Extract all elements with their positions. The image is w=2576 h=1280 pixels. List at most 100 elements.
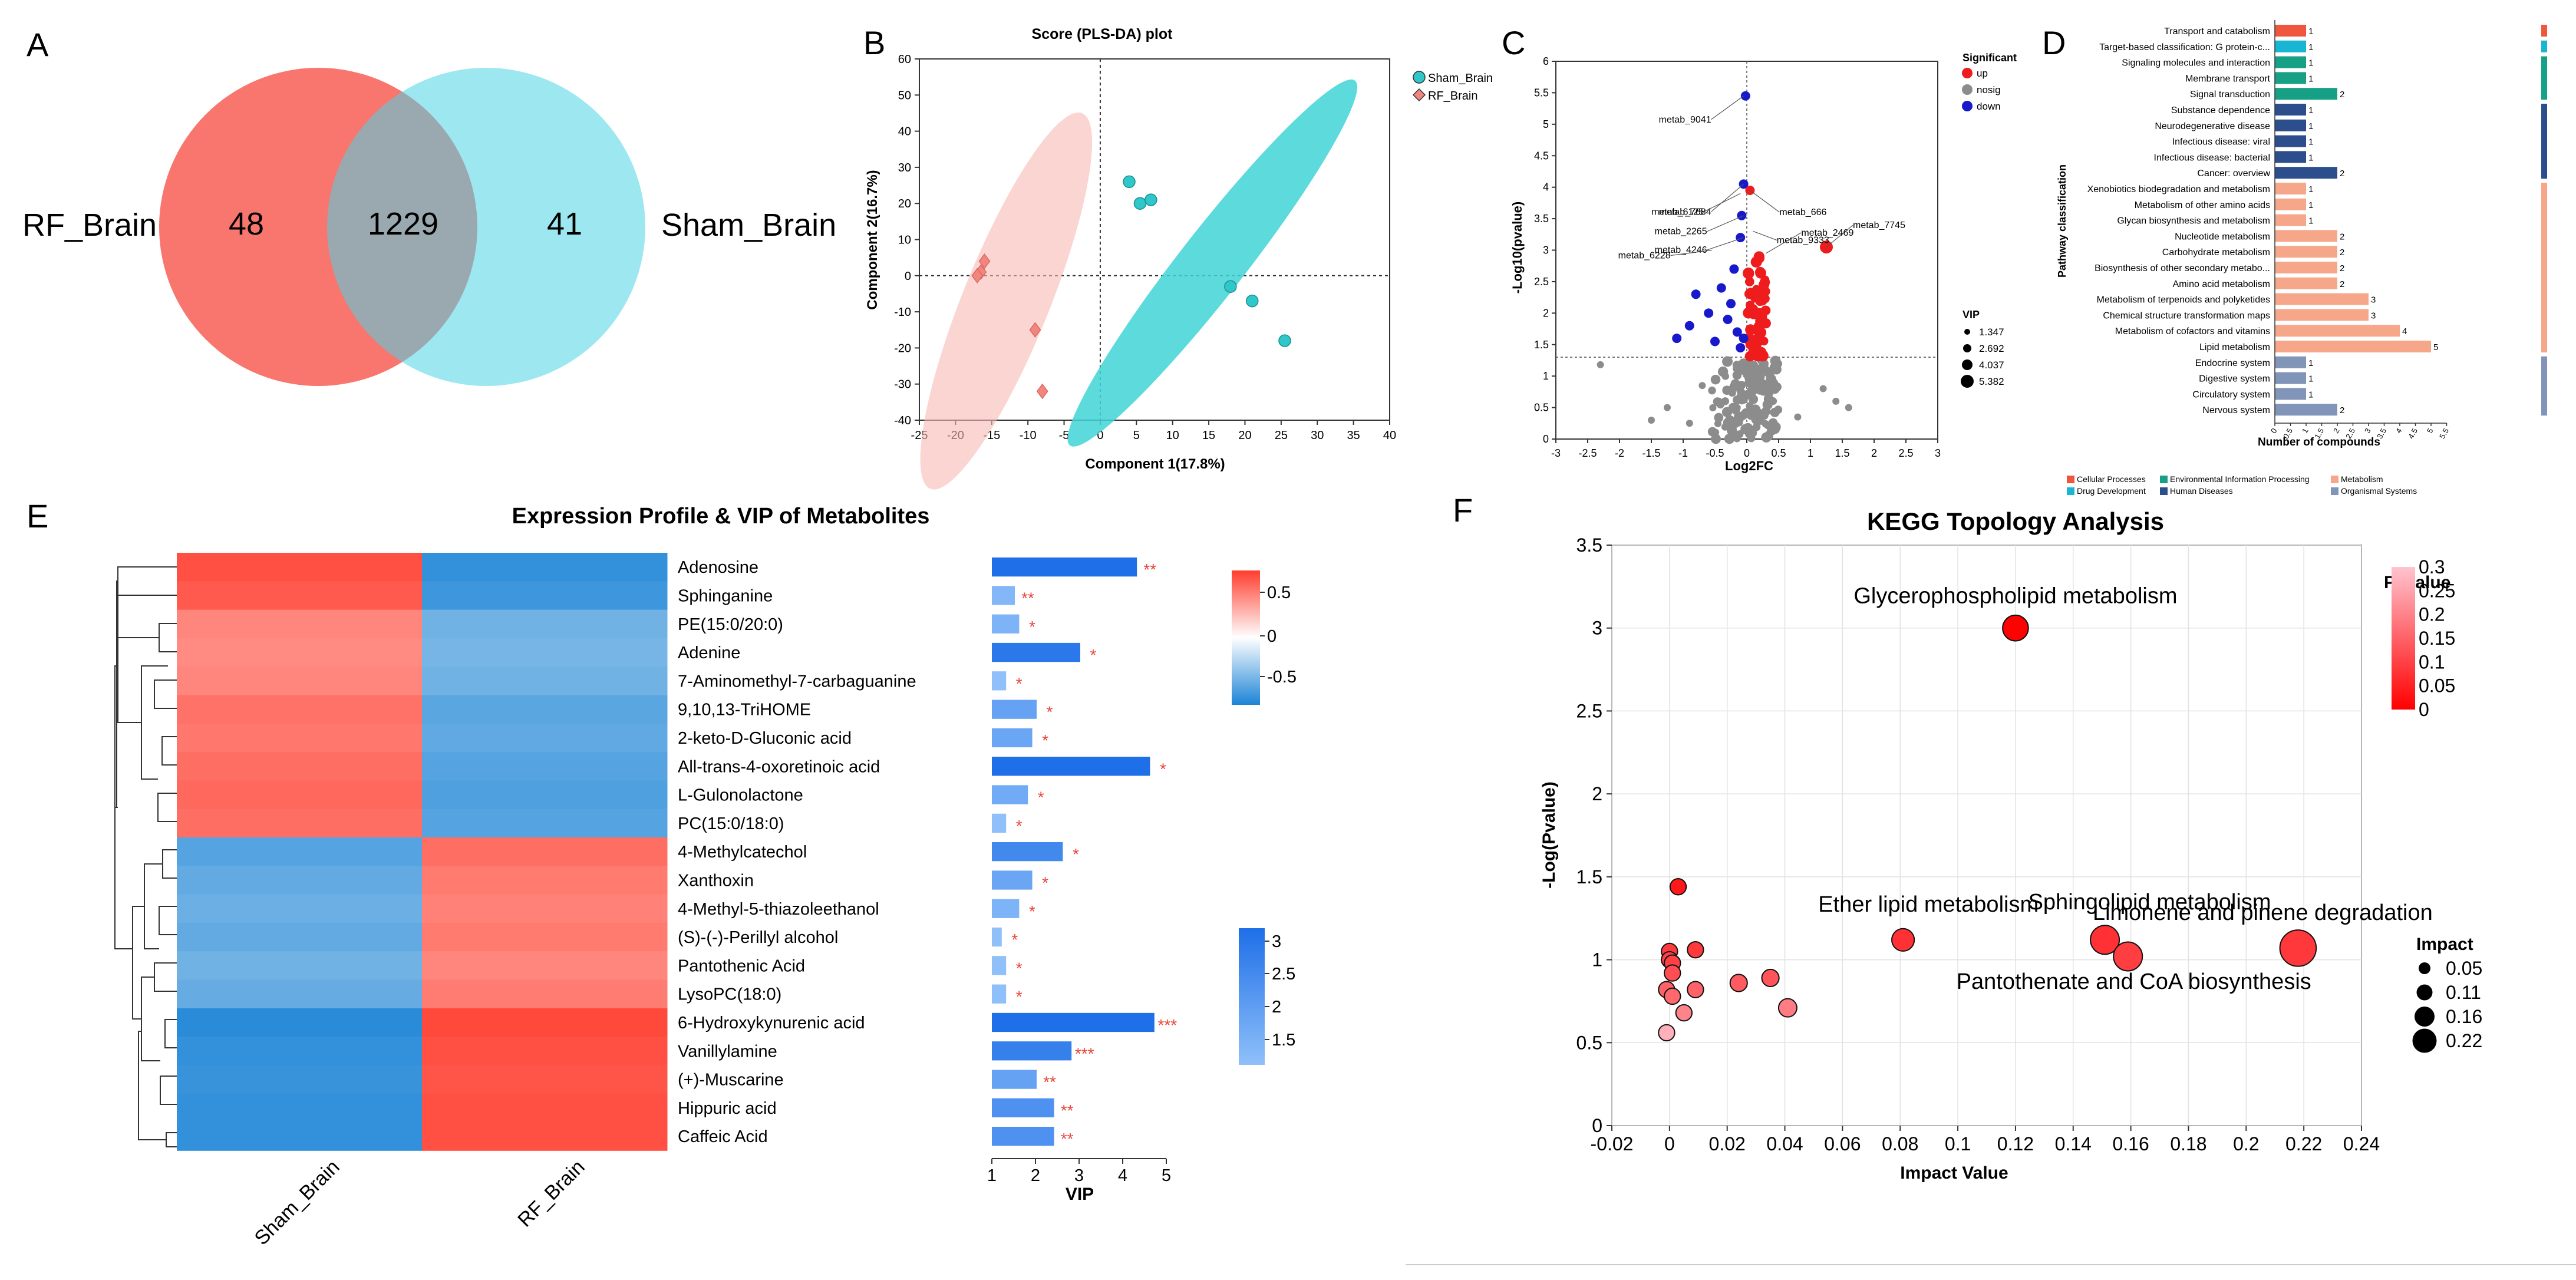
pathway-bar — [2275, 246, 2337, 258]
volcano-xtick-label: -0.5 — [1706, 447, 1724, 459]
pathway-bar — [2275, 167, 2337, 179]
plsda-ytick-label: 40 — [898, 126, 911, 138]
plsda-point-rf — [1029, 322, 1041, 338]
volcano-point-label: metab_6125 — [1651, 207, 1704, 217]
volcano-legend-vip-title: VIP — [1962, 309, 1980, 321]
volcano-legend-nosig: nosig — [1977, 84, 2001, 95]
heatmap-cell — [422, 837, 668, 866]
heatmap-cell — [177, 951, 423, 980]
volcano-point-up — [1752, 350, 1764, 362]
kegg-xtick-label: 0.04 — [1766, 1133, 1803, 1154]
volcano-point-nosig — [1766, 374, 1776, 385]
pathway-category-label: Circulatory system — [2192, 390, 2270, 400]
heatmap-row-label: L-Gulonolactone — [678, 786, 803, 805]
volcano-point-up — [1760, 305, 1771, 316]
pathway-category-label: Endocrine system — [2195, 358, 2270, 368]
volcano-point-nosig — [1648, 416, 1655, 424]
vip-bar — [992, 1127, 1054, 1146]
kegg-impact-size-marker — [2415, 1007, 2435, 1027]
vip-scale-label: 1.5 — [1272, 1031, 1295, 1050]
pathway-legend-label: Drug Development — [2077, 486, 2146, 496]
heatmap-cell — [177, 581, 423, 611]
pathway-legend-label: Environmental Information Processing — [2170, 474, 2310, 484]
vip-xtick-label: 1 — [987, 1166, 997, 1185]
volcano-point-down — [1684, 321, 1694, 331]
vip-colorbar — [1239, 928, 1265, 1065]
pathway-category-label: Xenobiotics biodegradation and metabolis… — [2087, 184, 2270, 194]
volcano-point-nosig — [1763, 394, 1774, 405]
pathway-bar-value: 1 — [2308, 216, 2313, 226]
volcano-point-nosig — [1716, 400, 1724, 409]
plsda-xtick-label: 40 — [1383, 429, 1396, 442]
volcano-point-nosig — [1717, 366, 1729, 377]
heatmap-cell — [177, 609, 423, 639]
pathway-ylabel: Pathway classification — [2056, 164, 2068, 278]
volcano-point-nosig — [1714, 420, 1722, 427]
volcano-ytick-label: 6 — [1543, 55, 1549, 67]
kegg-xtick-label: 0.2 — [2233, 1133, 2259, 1154]
pathway-xtick-label: 2 — [2331, 427, 2341, 435]
volcano-point-nosig — [1744, 429, 1755, 439]
kegg-ytick-label: 2.5 — [1576, 700, 1602, 721]
volcano-ytick-label: 4.5 — [1534, 150, 1549, 161]
volcano-label-leader — [1753, 230, 1777, 241]
vip-significance: ** — [1061, 1130, 1074, 1148]
heatmap-cell — [177, 1037, 423, 1065]
vip-significance: * — [1029, 618, 1035, 636]
volcano-point-nosig — [1732, 370, 1742, 380]
volcano-point-up — [1743, 268, 1754, 279]
heatmap-scale-label: 0.5 — [1267, 583, 1291, 602]
venn-label-rf: RF_Brain — [22, 207, 157, 243]
pathway-bar — [2275, 325, 2400, 337]
kegg-ytick-label: 1.5 — [1576, 866, 1602, 888]
volcano-point-down — [1740, 91, 1750, 101]
heatmap-cell — [177, 1008, 423, 1037]
volcano-point-down — [1726, 299, 1736, 309]
kegg-xlabel: Impact Value — [1900, 1163, 2008, 1183]
volcano-xtick-label: -2.5 — [1578, 447, 1597, 459]
heatmap-cell — [177, 894, 423, 923]
pathway-category-label: Transport and catabolism — [2164, 27, 2270, 37]
pathway-xlabel: Number of compounds — [2258, 436, 2380, 448]
volcano-point-down — [1691, 289, 1701, 299]
vip-scale-label: 2 — [1272, 998, 1281, 1017]
pathway-category-label: Substance dependence — [2171, 105, 2270, 116]
volcano-point-nosig — [1768, 418, 1778, 427]
volcano-point-nosig — [1760, 411, 1769, 420]
volcano-ytick-label: 0.5 — [1534, 402, 1549, 414]
volcano-ytick-label: 2.5 — [1534, 276, 1549, 288]
pathway-bar-value: 2 — [2340, 90, 2344, 100]
heatmap-row-label: Hippuric acid — [678, 1099, 777, 1118]
volcano-xtick-label: 2 — [1871, 447, 1877, 459]
volcano-vip-size-label: 2.692 — [1979, 343, 2004, 354]
heatmap-dendrogram — [114, 566, 177, 1147]
heatmap-row-label: 7-Aminomethyl-7-carbaguanine — [678, 672, 916, 691]
pathway-legend-swatch — [2160, 476, 2168, 483]
pathway-bar — [2275, 262, 2337, 273]
heatmap-row-label: (S)-(-)-Perillyl alcohol — [678, 928, 838, 947]
kegg-p-legend-label: 0.2 — [2419, 604, 2445, 625]
volcano-ylabel: -Log10(pvalue) — [1510, 202, 1525, 293]
kegg-bubble-label: Pantothenate and CoA biosynthesis — [1957, 969, 2311, 994]
volcano-point-nosig — [1845, 404, 1852, 411]
vip-axis: 1 2 3 4 5 — [987, 1158, 1171, 1185]
plsda-point-rf — [1036, 383, 1048, 400]
pathway-bar-value: 3 — [2371, 311, 2376, 321]
kegg-p-legend-label: 0 — [2419, 699, 2429, 720]
vip-bar — [992, 899, 1020, 918]
volcano-point-down — [1729, 264, 1739, 274]
volcano-point-down — [1716, 283, 1726, 293]
pathway-category-label: Metabolism of terpenoids and polyketides — [2097, 295, 2270, 305]
plsda-point-rf — [978, 253, 991, 269]
heatmap-row-label: PC(15:0/18:0) — [678, 814, 784, 833]
vip-bar — [992, 842, 1063, 862]
vip-bar — [992, 927, 1002, 947]
volcano-point-nosig — [1698, 382, 1706, 390]
volcano-vip-size-marker — [1961, 375, 1974, 388]
vip-significance: ** — [1043, 1073, 1056, 1091]
volcano-point-nosig — [1766, 432, 1773, 440]
plsda-legend-rf: RF_Brain — [1428, 90, 1477, 103]
pathway-legend-swatch — [2331, 487, 2338, 495]
pathway-legend-swatch — [2067, 487, 2074, 495]
plsda-xtick-label: -10 — [1020, 429, 1037, 442]
